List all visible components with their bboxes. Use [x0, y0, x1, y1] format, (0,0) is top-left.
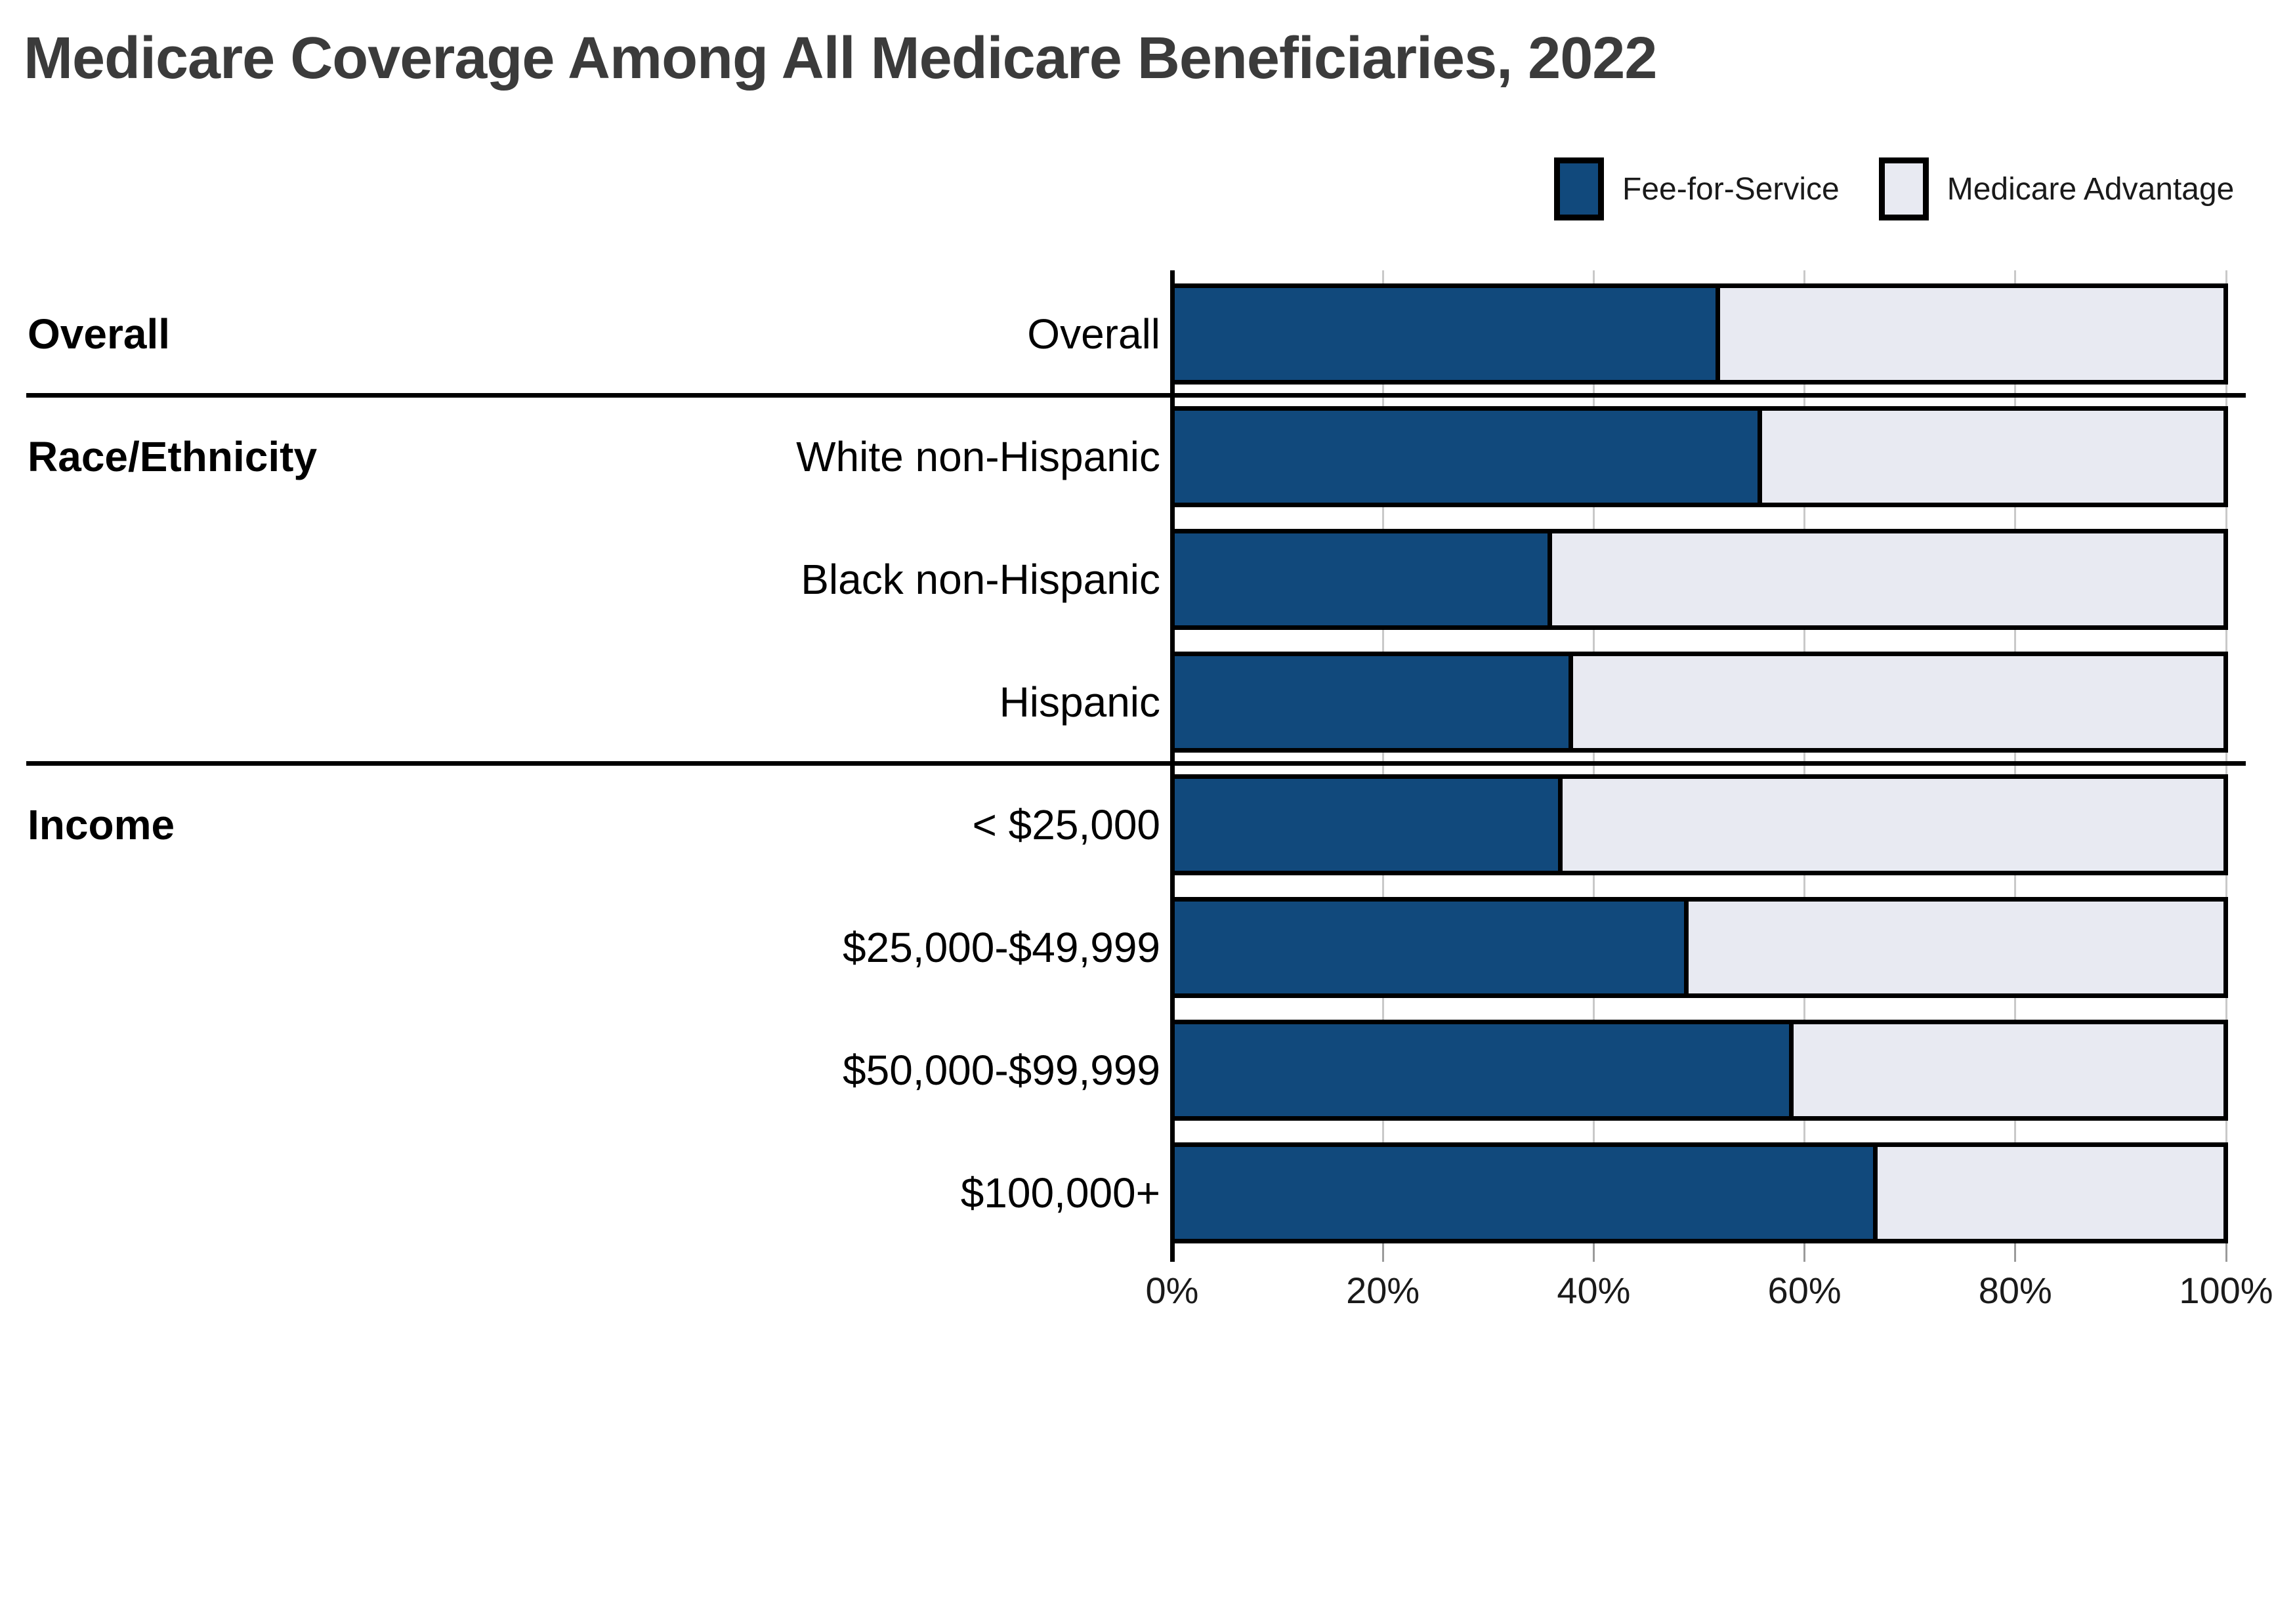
- bar-row: [1170, 1020, 2228, 1121]
- bar-row: [1170, 283, 2228, 385]
- category-label: < $25,000: [972, 801, 1161, 848]
- fee-for-service-segment: [1175, 902, 1689, 993]
- x-tick-label: 100%: [2179, 1270, 2273, 1311]
- medicare-advantage-segment: [1573, 656, 2223, 748]
- fee-for-service-legend-label: Fee-for-Service: [1622, 171, 1840, 207]
- section-header: Overall: [28, 310, 171, 358]
- bar-row: [1170, 529, 2228, 630]
- category-label: Hispanic: [999, 678, 1160, 726]
- fee-for-service-segment: [1175, 411, 1762, 503]
- legend-item-fee-for-service: Fee-for-Service: [1554, 157, 1840, 220]
- x-tick-mark: [1169, 1243, 1175, 1262]
- fee-for-service-segment: [1175, 533, 1553, 625]
- bar-row: [1170, 406, 2228, 507]
- legend-item-medicare-advantage: Medicare Advantage: [1878, 157, 2235, 220]
- category-label: Black non-Hispanic: [801, 556, 1160, 603]
- x-tick-mark: [2225, 1243, 2227, 1262]
- medicare-advantage-segment: [1878, 1147, 2223, 1239]
- y-axis-line: [1169, 270, 1175, 1243]
- medicare-advantage-legend-label: Medicare Advantage: [1947, 171, 2235, 207]
- category-label: $25,000-$49,999: [843, 924, 1160, 971]
- bar-row: [1170, 652, 2228, 753]
- x-tick-mark: [1592, 1243, 1595, 1262]
- x-tick-label: 20%: [1346, 1270, 1420, 1311]
- category-label: $100,000+: [960, 1169, 1160, 1217]
- chart-title: Medicare Coverage Among All Medicare Ben…: [24, 26, 1657, 91]
- bar-row: [1170, 1142, 2228, 1243]
- gridline: [1381, 270, 1384, 1243]
- section-header: Race/Ethnicity: [28, 433, 318, 480]
- gridline: [2225, 270, 2227, 1243]
- bar-row: [1170, 897, 2228, 998]
- fee-for-service-swatch-icon: [1554, 157, 1604, 220]
- medicare-advantage-segment: [1563, 779, 2223, 871]
- x-tick-mark: [1381, 1243, 1384, 1262]
- fee-for-service-segment: [1175, 1147, 1878, 1239]
- gridline: [1803, 270, 1806, 1243]
- section-divider: [26, 761, 2246, 766]
- category-label: $50,000-$99,999: [843, 1047, 1160, 1094]
- legend: Fee-for-Service Medicare Advantage: [1554, 157, 2234, 220]
- medicare-advantage-segment: [1720, 288, 2223, 380]
- x-tick-label: 40%: [1557, 1270, 1631, 1311]
- gridline: [1592, 270, 1595, 1243]
- fee-for-service-segment: [1175, 779, 1563, 871]
- x-tick-mark: [2014, 1243, 2017, 1262]
- medicare-advantage-swatch-icon: [1878, 157, 1929, 220]
- medicare-advantage-segment: [1689, 902, 2223, 993]
- x-tick-label: 0%: [1145, 1270, 1199, 1311]
- fee-for-service-segment: [1175, 1024, 1794, 1116]
- bar-row: [1170, 774, 2228, 875]
- category-label: White non-Hispanic: [796, 433, 1160, 480]
- medicare-advantage-segment: [1762, 411, 2223, 503]
- x-tick-mark: [1803, 1243, 1806, 1262]
- medicare-advantage-segment: [1552, 533, 2223, 625]
- fee-for-service-segment: [1175, 288, 1720, 380]
- section-divider: [26, 393, 2246, 398]
- section-header: Income: [28, 801, 175, 848]
- x-tick-label: 60%: [1767, 1270, 1842, 1311]
- x-tick-label: 80%: [1978, 1270, 2052, 1311]
- category-label: Overall: [1027, 310, 1160, 358]
- fee-for-service-segment: [1175, 656, 1574, 748]
- medicare-advantage-segment: [1794, 1024, 2223, 1116]
- gridline: [2014, 270, 2017, 1243]
